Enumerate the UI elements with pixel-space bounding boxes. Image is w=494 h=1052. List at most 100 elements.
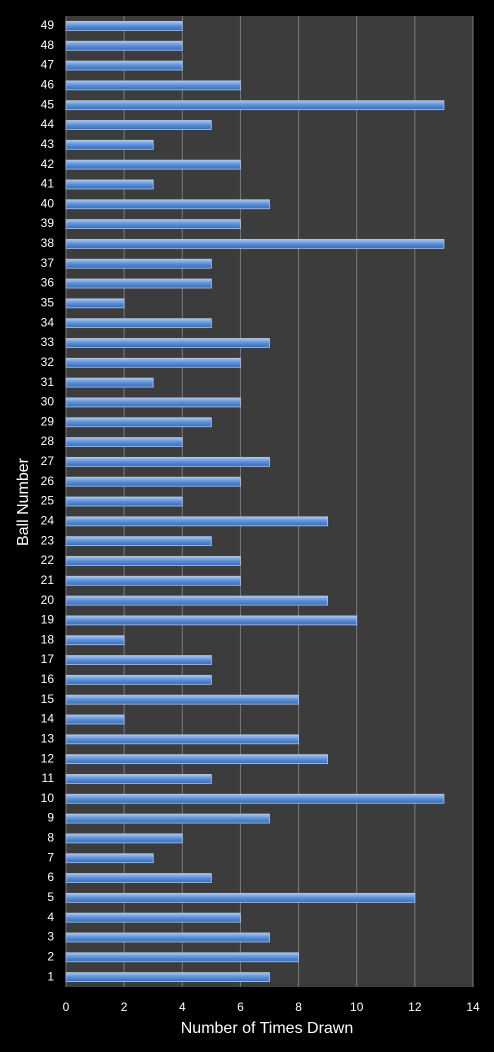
bar (65, 734, 299, 745)
bar (65, 219, 241, 229)
y-tick-label: 22 (41, 553, 55, 567)
bar (65, 793, 445, 804)
y-tick-label: 12 (41, 751, 55, 765)
y-tick-label: 39 (41, 216, 55, 230)
x-tick-label: 14 (466, 1000, 480, 1014)
bar (65, 674, 212, 685)
bar (65, 21, 183, 31)
y-tick-label: 41 (41, 177, 55, 191)
y-tick-label: 10 (41, 791, 55, 805)
y-tick-label: 33 (41, 335, 55, 349)
y-tick-label: 20 (41, 593, 55, 607)
y-tick-label: 29 (41, 414, 55, 428)
bar (65, 417, 212, 428)
y-tick-label: 17 (41, 652, 55, 666)
y-tick-label: 44 (41, 117, 55, 131)
bar (65, 278, 212, 289)
bar (65, 179, 154, 190)
bar (65, 40, 183, 51)
x-tick-label: 6 (237, 1000, 244, 1014)
y-tick-label: 21 (41, 573, 55, 587)
y-tick-label: 37 (41, 256, 55, 270)
y-tick-label: 43 (41, 137, 55, 151)
bar (65, 595, 329, 606)
bar (65, 952, 299, 963)
bar (65, 298, 125, 309)
y-tick-label: 5 (47, 890, 54, 904)
y-tick-label: 2 (47, 949, 54, 963)
x-tick-label: 8 (295, 1000, 302, 1014)
bar (65, 357, 241, 368)
bar (65, 813, 270, 824)
bar (65, 159, 241, 170)
y-tick-label: 31 (41, 375, 55, 389)
y-tick-label: 40 (41, 196, 55, 210)
bar (65, 456, 270, 467)
bar (65, 714, 125, 725)
x-tick-label: 0 (63, 1000, 70, 1014)
bar (65, 536, 212, 547)
y-tick-label: 23 (41, 533, 55, 547)
y-tick-label: 25 (41, 494, 55, 508)
y-tick-label: 1 (47, 969, 54, 983)
y-tick-label: 3 (47, 930, 54, 944)
bar (65, 932, 270, 943)
y-tick-label: 8 (47, 831, 54, 845)
y-tick-label: 30 (41, 395, 55, 409)
bar (65, 120, 212, 130)
y-tick-label: 9 (47, 811, 54, 825)
x-tick-label: 2 (121, 1000, 128, 1014)
bar (65, 833, 183, 844)
x-tick-label: 12 (408, 1000, 422, 1014)
y-tick-label: 13 (41, 731, 55, 745)
y-axis-title: Ball Number (15, 457, 32, 546)
y-tick-label: 36 (41, 276, 55, 290)
y-tick-label: 24 (41, 513, 55, 527)
bar (65, 496, 183, 507)
y-tick-label: 14 (41, 712, 55, 726)
y-tick-label: 16 (41, 672, 55, 686)
y-tick-label: 28 (41, 434, 55, 448)
bar (65, 575, 241, 586)
y-tick-label: 46 (41, 78, 55, 92)
bar (65, 238, 445, 249)
bar (65, 318, 212, 329)
bar (65, 694, 299, 705)
y-tick-label: 32 (41, 355, 55, 369)
y-tick-label: 11 (42, 771, 55, 785)
y-tick-label: 15 (41, 692, 55, 706)
bar (65, 60, 183, 71)
bar (65, 892, 416, 903)
y-tick-label: 38 (41, 236, 55, 250)
bar (65, 437, 183, 447)
y-tick-label: 19 (41, 613, 55, 627)
bar (65, 635, 125, 646)
y-tick-label: 7 (47, 850, 54, 864)
bar (65, 556, 241, 566)
bar (65, 655, 212, 665)
y-tick-label: 26 (41, 474, 55, 488)
y-tick-label: 47 (41, 58, 55, 72)
bar (65, 80, 241, 91)
y-tick-label: 4 (47, 910, 54, 924)
y-tick-label: 48 (41, 38, 55, 52)
y-tick-label: 27 (41, 454, 55, 468)
x-axis-title: Number of Times Drawn (181, 1020, 354, 1037)
bar (65, 754, 329, 765)
y-tick-label: 35 (41, 296, 55, 310)
y-tick-label: 6 (47, 870, 54, 884)
bar (65, 199, 270, 210)
y-tick-label: 49 (41, 18, 55, 32)
y-tick-label: 18 (41, 632, 55, 646)
bar (65, 912, 241, 923)
bar (65, 972, 270, 982)
bar (65, 476, 241, 487)
bar (65, 100, 445, 111)
bar (65, 397, 241, 408)
bar (65, 516, 329, 527)
bar (65, 139, 154, 150)
x-tick-label: 10 (350, 1000, 364, 1014)
y-tick-label: 45 (41, 97, 55, 111)
bar (65, 615, 358, 626)
